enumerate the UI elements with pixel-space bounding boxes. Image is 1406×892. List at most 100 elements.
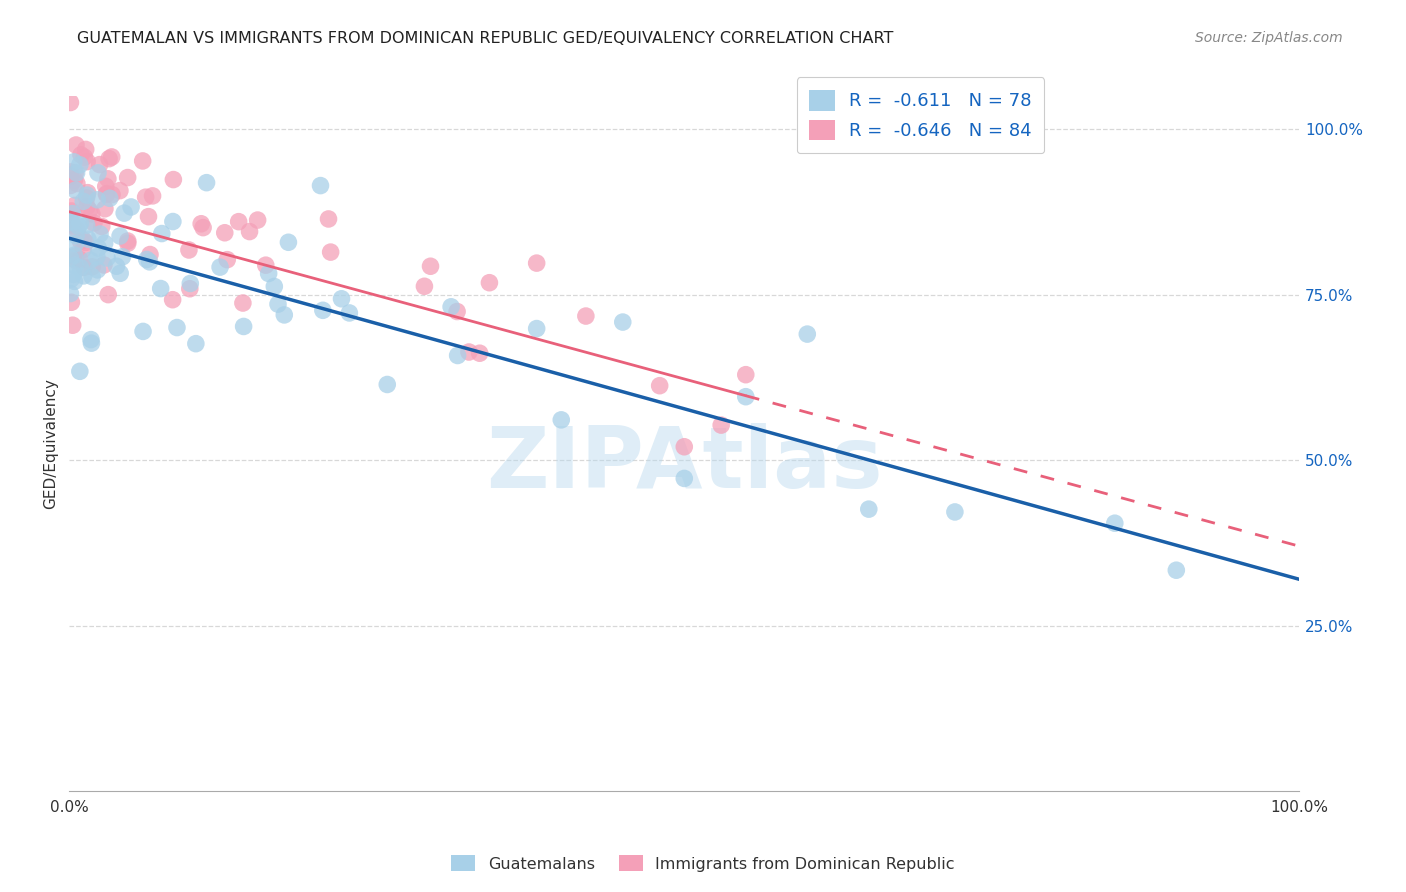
Point [648,378,671,392]
Point [63,274,86,288]
Point [254,258,277,272]
Point [458,345,481,359]
Point [1166,563,1188,577]
Point [179,277,201,291]
Point [97,171,120,186]
Point [89,227,111,241]
Point [100,150,122,164]
Point [59,251,82,265]
Point [375,377,398,392]
Point [69,252,91,267]
Point [94,202,117,216]
Point [59,216,82,230]
Point [177,243,200,257]
Point [105,259,128,273]
Y-axis label: GED/Equivalency: GED/Equivalency [44,378,58,509]
Point [60,218,83,232]
Point [66,223,89,237]
Point [101,187,124,202]
Point [734,390,756,404]
Point [65,138,87,153]
Point [77,232,100,246]
Point [69,158,91,172]
Point [76,154,98,169]
Point [79,253,101,268]
Point [117,234,139,248]
Point [60,295,83,310]
Point [70,148,93,162]
Point [309,178,332,193]
Point [232,319,254,334]
Point [65,166,87,180]
Point [59,286,82,301]
Point [120,200,142,214]
Point [138,255,160,269]
Point [162,293,184,307]
Point [179,282,201,296]
Point [59,178,82,193]
Point [337,306,360,320]
Point [108,229,131,244]
Point [710,418,733,433]
Point [184,336,207,351]
Point [135,252,157,267]
Point [59,214,82,228]
Point [734,368,756,382]
Point [60,272,83,286]
Point [214,226,236,240]
Point [413,279,436,293]
Point [112,206,135,220]
Point [246,213,269,227]
Point [62,318,84,333]
Point [69,364,91,378]
Point [82,269,104,284]
Point [526,256,548,270]
Point [93,236,115,251]
Point [89,158,111,172]
Text: Source: ZipAtlas.com: Source: ZipAtlas.com [1195,31,1343,45]
Point [162,214,184,228]
Point [257,267,280,281]
Point [209,260,232,274]
Point [65,228,87,243]
Point [191,220,214,235]
Point [138,210,160,224]
Point [142,189,165,203]
Legend: Guatemalans, Immigrants from Dominican Republic: Guatemalans, Immigrants from Dominican R… [443,847,963,880]
Point [86,250,108,264]
Point [80,207,103,221]
Point [76,191,98,205]
Point [263,279,285,293]
Point [80,336,103,351]
Point [63,198,86,212]
Point [66,177,89,191]
Point [79,203,101,218]
Point [76,200,98,214]
Point [59,95,82,110]
Text: GUATEMALAN VS IMMIGRANTS FROM DOMINICAN REPUBLIC GED/EQUIVALENCY CORRELATION CHA: GUATEMALAN VS IMMIGRANTS FROM DOMINICAN … [77,31,894,46]
Point [62,267,84,281]
Point [330,292,353,306]
Point [673,471,696,485]
Point [62,219,84,233]
Point [228,214,250,228]
Point [166,320,188,334]
Point [69,216,91,230]
Point [67,219,90,233]
Point [139,247,162,261]
Point [446,349,468,363]
Point [612,315,634,329]
Point [150,227,173,241]
Point [63,166,86,180]
Text: ZIPAtlas: ZIPAtlas [486,423,883,506]
Point [312,303,335,318]
Point [63,173,86,187]
Point [468,346,491,360]
Point [76,186,98,200]
Point [76,218,98,232]
Point [83,216,105,230]
Point [60,204,83,219]
Point [73,260,96,275]
Point [63,154,86,169]
Point [673,440,696,454]
